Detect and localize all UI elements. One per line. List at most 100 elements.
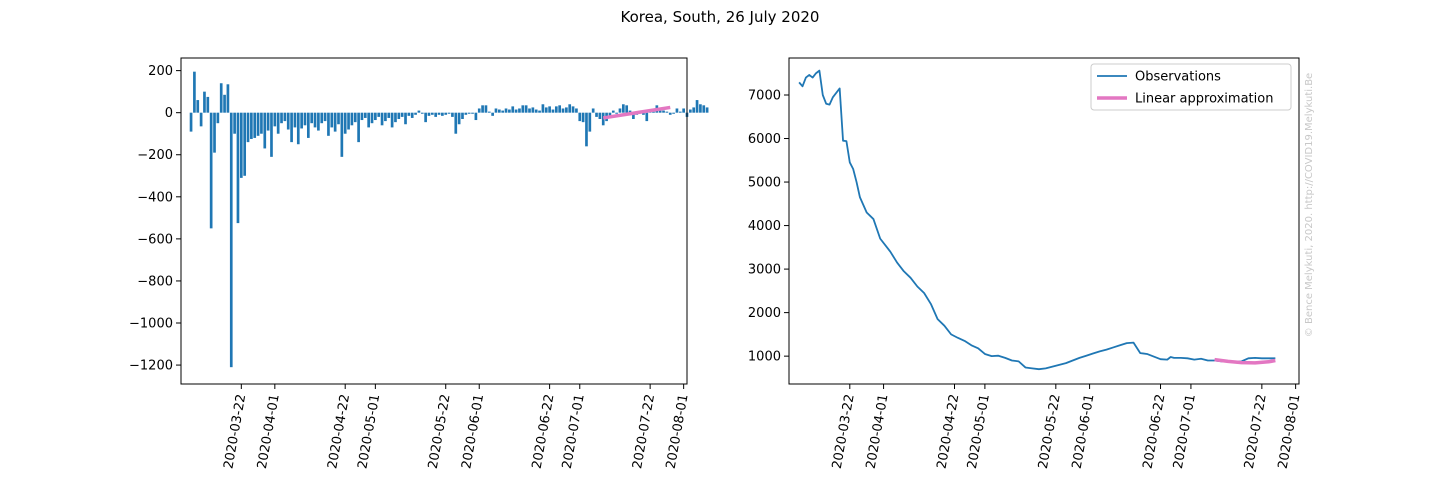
bar bbox=[306, 112, 310, 138]
bar bbox=[410, 112, 414, 118]
bar bbox=[290, 112, 293, 143]
linear-approximation-line bbox=[602, 105, 671, 120]
bar bbox=[672, 112, 675, 114]
bar bbox=[467, 112, 471, 114]
bar bbox=[323, 112, 327, 122]
bar bbox=[514, 109, 518, 113]
bar bbox=[417, 110, 421, 113]
y-tick-label: 0 bbox=[165, 106, 173, 121]
x-tick-label: 2020-06-22 bbox=[1141, 393, 1169, 470]
bar bbox=[528, 108, 531, 113]
bar bbox=[464, 112, 468, 115]
bar bbox=[320, 112, 324, 124]
legend-entry: Observations bbox=[1135, 70, 1221, 85]
bar bbox=[420, 112, 424, 114]
bar bbox=[340, 112, 344, 157]
bar bbox=[260, 112, 263, 134]
bar bbox=[695, 100, 699, 113]
bar bbox=[256, 112, 260, 136]
y-tick-label: −1000 bbox=[129, 317, 173, 332]
bar bbox=[561, 108, 565, 113]
bar bbox=[363, 112, 367, 118]
bar bbox=[424, 112, 427, 123]
y-tick-label: 3000 bbox=[748, 263, 781, 278]
bar bbox=[565, 107, 568, 113]
bar bbox=[548, 106, 551, 113]
bar bbox=[504, 108, 508, 113]
bar bbox=[300, 112, 303, 129]
bar bbox=[330, 112, 334, 128]
bar bbox=[360, 112, 364, 121]
bar bbox=[370, 112, 374, 124]
bar bbox=[628, 110, 632, 113]
bar bbox=[615, 112, 618, 114]
bar bbox=[598, 112, 602, 119]
bar-series bbox=[189, 71, 709, 368]
bar bbox=[461, 112, 464, 119]
bar bbox=[296, 112, 300, 145]
bar bbox=[454, 112, 458, 134]
y-tick-label: 5000 bbox=[748, 176, 781, 191]
y-tick-label: 6000 bbox=[748, 132, 781, 147]
bar bbox=[313, 112, 317, 128]
bar bbox=[595, 112, 598, 117]
legend-box bbox=[1090, 63, 1292, 111]
x-tick-label: 2020-05-22 bbox=[426, 393, 454, 470]
bar bbox=[213, 112, 216, 153]
bar bbox=[678, 111, 682, 113]
bar bbox=[250, 112, 253, 139]
bar bbox=[501, 110, 505, 113]
bar bbox=[203, 91, 206, 113]
daily-change-bar-chart: 200 0 −200 −400 −600 −800 −1000 −1200 2020-03-22… bbox=[129, 57, 709, 470]
bar bbox=[387, 112, 391, 118]
x-tick-label: 2020-04-01 bbox=[255, 393, 283, 470]
x-tick-label: 2020-08-01 bbox=[1276, 393, 1304, 470]
bar bbox=[229, 112, 233, 368]
bar bbox=[658, 110, 662, 113]
x-tick-label: 2020-07-01 bbox=[560, 393, 588, 470]
bar bbox=[397, 112, 401, 119]
bar bbox=[233, 112, 236, 134]
bar bbox=[199, 112, 203, 127]
bar bbox=[608, 112, 612, 117]
x-tick-label: 2020-07-01 bbox=[1171, 393, 1199, 470]
bar bbox=[642, 112, 645, 115]
y-tick-label: −200 bbox=[137, 148, 173, 163]
bar bbox=[447, 112, 451, 114]
bar bbox=[280, 112, 283, 124]
bar bbox=[665, 111, 669, 113]
bar bbox=[437, 112, 441, 115]
bar bbox=[209, 112, 213, 229]
bar bbox=[544, 107, 548, 113]
y-tick-label: 200 bbox=[148, 64, 173, 79]
bar bbox=[591, 108, 595, 113]
bar bbox=[327, 112, 330, 136]
linear-approximation-line bbox=[1214, 357, 1276, 365]
bar bbox=[384, 112, 387, 122]
bar bbox=[494, 108, 498, 113]
bar bbox=[404, 112, 407, 125]
bar bbox=[581, 112, 585, 123]
bar bbox=[692, 107, 696, 113]
bar bbox=[286, 112, 290, 130]
bar bbox=[273, 112, 277, 127]
bar bbox=[333, 112, 337, 132]
bar bbox=[193, 71, 196, 113]
bar bbox=[377, 112, 381, 117]
bar bbox=[380, 112, 384, 126]
bar bbox=[702, 105, 706, 113]
bar bbox=[471, 112, 474, 114]
bar bbox=[682, 108, 685, 113]
bar bbox=[521, 105, 525, 113]
bar bbox=[571, 106, 575, 113]
bar bbox=[216, 112, 220, 124]
bar bbox=[618, 108, 622, 113]
bar bbox=[484, 105, 488, 113]
bar bbox=[621, 104, 625, 113]
bar bbox=[196, 100, 200, 113]
y-tick-label: −600 bbox=[137, 232, 173, 247]
bar bbox=[276, 112, 280, 134]
bar bbox=[236, 112, 240, 224]
bar bbox=[662, 110, 665, 113]
